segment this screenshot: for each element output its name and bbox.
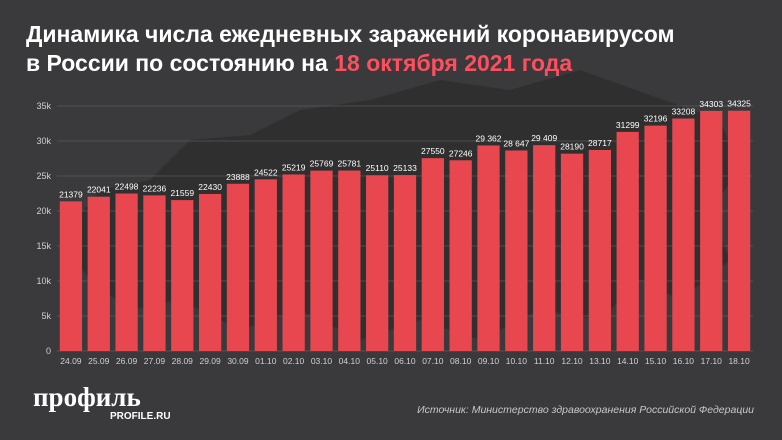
x-tick-label: 10.10 xyxy=(506,356,528,366)
bar xyxy=(616,131,639,351)
x-tick-label: 18.10 xyxy=(728,356,750,366)
bar-value-label: 25769 xyxy=(310,159,334,169)
x-tick-label: 03.10 xyxy=(311,356,333,366)
title-date-accent: 18 октября 2021 года xyxy=(334,50,573,76)
bar-value-label: 25219 xyxy=(282,162,306,172)
title-line-1: Динамика числа ежедневных заражений коро… xyxy=(26,21,675,47)
bar xyxy=(310,170,333,351)
bar-value-label: 28 647 xyxy=(503,138,529,148)
bar xyxy=(87,196,110,351)
x-tick-label: 08.10 xyxy=(450,356,472,366)
x-tick-label: 27.09 xyxy=(144,356,166,366)
bar xyxy=(226,183,250,351)
page-title: Динамика числа ежедневных заражений коро… xyxy=(26,20,766,78)
bar xyxy=(672,118,695,351)
x-tick-label: 04.10 xyxy=(339,356,361,366)
bar-value-label: 33208 xyxy=(672,107,696,117)
bar xyxy=(533,145,556,351)
bar-value-label: 27246 xyxy=(449,148,473,158)
bar-value-label: 34325 xyxy=(727,99,751,109)
bar-value-label: 28190 xyxy=(560,142,584,152)
bar-value-label: 28717 xyxy=(588,138,612,148)
bar xyxy=(338,170,361,351)
bar-value-label: 25781 xyxy=(337,159,361,169)
bar-value-label: 27550 xyxy=(421,146,445,156)
bar xyxy=(644,125,667,352)
y-tick-label: 20k xyxy=(36,206,51,216)
x-tick-label: 29.09 xyxy=(199,356,221,366)
x-tick-label: 26.09 xyxy=(116,356,138,366)
x-tick-label: 28.09 xyxy=(172,356,194,366)
bar xyxy=(505,150,528,351)
profile-logo: профиль xyxy=(33,382,141,412)
bar xyxy=(115,193,138,351)
y-tick-label: 10k xyxy=(36,276,51,286)
bar xyxy=(198,193,222,351)
y-tick-label: 0 xyxy=(46,346,51,356)
bar xyxy=(282,174,305,351)
x-tick-label: 17.10 xyxy=(701,356,723,366)
x-tick-label: 16.10 xyxy=(673,356,695,366)
y-tick-label: 15k xyxy=(36,241,51,251)
x-tick-label: 09.10 xyxy=(478,356,500,366)
bar-value-label: 34303 xyxy=(699,99,723,109)
bar xyxy=(171,200,194,351)
x-tick-label: 07.10 xyxy=(422,356,444,366)
bar xyxy=(143,195,166,351)
bar-value-label: 23888 xyxy=(226,172,250,182)
profile-site-label: PROFILE.RU xyxy=(110,411,171,422)
y-tick-label: 5k xyxy=(41,311,51,321)
bar xyxy=(421,158,444,351)
x-tick-label: 05.10 xyxy=(367,356,389,366)
bar xyxy=(254,179,277,351)
bar-value-label: 21379 xyxy=(59,189,83,199)
bar xyxy=(59,201,83,351)
bar-value-label: 25110 xyxy=(366,163,389,173)
bar-value-label: 22498 xyxy=(115,182,139,192)
bar xyxy=(700,110,723,351)
source-note: Источник: Министерство здравоохранения Р… xyxy=(417,404,754,416)
bar xyxy=(393,175,417,351)
bar xyxy=(560,153,584,351)
bar-value-label: 22430 xyxy=(198,182,222,192)
bar xyxy=(477,145,500,351)
bar xyxy=(449,160,472,351)
x-tick-label: 24.09 xyxy=(60,356,82,366)
x-tick-label: 01.10 xyxy=(255,356,277,366)
x-tick-label: 11.10 xyxy=(534,356,555,366)
x-tick-label: 02.10 xyxy=(283,356,305,366)
bar-value-label: 24522 xyxy=(254,167,278,177)
bar xyxy=(366,175,389,351)
bar-value-label: 32196 xyxy=(644,114,668,124)
bar xyxy=(727,110,751,351)
title-line-2: в России по состоянию на 18 октября 2021… xyxy=(26,49,766,78)
title-line-2-prefix: в России по состоянию на xyxy=(26,50,335,76)
bar-value-label: 22041 xyxy=(87,185,111,195)
bar-value-label: 22236 xyxy=(143,183,167,193)
y-tick-label: 35k xyxy=(36,101,51,111)
x-tick-label: 14.10 xyxy=(617,356,639,366)
y-tick-label: 30k xyxy=(36,136,51,146)
bar-value-label: 25133 xyxy=(393,163,417,173)
x-tick-label: 25.09 xyxy=(88,356,110,366)
bar-value-label: 29 362 xyxy=(476,133,502,143)
bar-value-label: 21559 xyxy=(170,188,194,198)
bar-value-label: 29 409 xyxy=(531,133,557,143)
bar-value-label: 31299 xyxy=(616,120,640,130)
bar xyxy=(588,149,612,351)
x-tick-label: 12.10 xyxy=(561,356,583,366)
x-tick-label: 06.10 xyxy=(394,356,416,366)
y-tick-label: 25k xyxy=(36,171,51,181)
x-tick-label: 30.09 xyxy=(227,356,249,366)
x-tick-label: 15.10 xyxy=(645,356,667,366)
x-tick-label: 13.10 xyxy=(589,356,611,366)
